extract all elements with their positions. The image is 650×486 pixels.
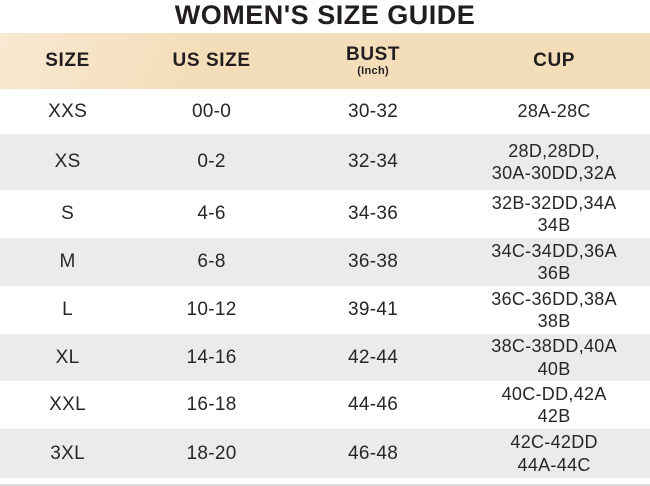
cell-size: L xyxy=(62,299,74,320)
cell-bust: 44-46 xyxy=(348,394,399,415)
page-title: WOMEN'S SIZE GUIDE xyxy=(174,0,476,30)
cell-us-size: 00-0 xyxy=(191,100,232,122)
cell-size: 3XL xyxy=(50,442,85,464)
bottom-divider xyxy=(0,484,650,486)
cell-us-size: 0-2 xyxy=(197,151,226,172)
cell-bust: 32-34 xyxy=(348,151,399,172)
table-row-xl: XL 14-16 42-44 38C-38DD,40A 40B xyxy=(0,334,650,381)
column-header-us-size-label: US SIZE xyxy=(172,50,251,72)
table-row-l: L 10-12 39-41 36C-36DD,38A 38B xyxy=(0,286,650,334)
table-row-xxl: XXL 16-18 44-46 40C-DD,42A 42B xyxy=(0,381,650,429)
cell-us-size: 6-8 xyxy=(197,251,226,272)
column-header-bust-unit: (Inch) xyxy=(357,64,389,77)
cell-size: XS xyxy=(54,151,81,172)
cell-bust: 39-41 xyxy=(348,299,399,320)
cell-us-size: 14-16 xyxy=(186,346,237,368)
table-row-xxs: XXS 00-0 30-32 28A-28C xyxy=(0,89,650,134)
cell-size: XXS xyxy=(48,100,88,122)
cell-cup: 32B-32DD,34A 34B xyxy=(491,192,617,236)
cell-size: XL xyxy=(55,346,80,368)
cell-us-size: 10-12 xyxy=(186,299,237,320)
cell-bust: 46-48 xyxy=(348,442,399,464)
column-header-cup: CUP xyxy=(458,33,650,89)
table-row-m: M 6-8 36-38 34C-34DD,36A 36B xyxy=(0,238,650,286)
size-table: SIZE US SIZE BUST (Inch) CUP XXS 00-0 30… xyxy=(0,33,650,478)
cell-cup: 40C-DD,42A 42B xyxy=(501,383,607,427)
cell-size: S xyxy=(61,203,75,224)
table-row-3xl: 3XL 18-20 46-48 42C-42DD 44A-44C xyxy=(0,429,650,478)
column-header-size-label: SIZE xyxy=(45,50,90,72)
cell-cup: 42C-42DD 44A-44C xyxy=(510,432,598,475)
table-row-xs: XS 0-2 32-34 28D,28DD, 30A-30DD,32A xyxy=(0,134,650,190)
column-header-cup-label: CUP xyxy=(533,50,576,72)
cell-cup: 34C-34DD,36A 36B xyxy=(491,240,617,284)
column-header-size: SIZE xyxy=(0,33,135,89)
cell-size: M xyxy=(59,251,76,272)
table-body: XXS 00-0 30-32 28A-28C XS 0-2 32-34 28D,… xyxy=(0,89,650,478)
cell-cup: 28D,28DD, 30A-30DD,32A xyxy=(491,140,617,184)
column-header-us-size: US SIZE xyxy=(135,33,288,89)
cell-cup: 28A-28C xyxy=(517,101,591,122)
table-header-row: SIZE US SIZE BUST (Inch) CUP xyxy=(0,33,650,89)
cell-cup: 36C-36DD,38A 38B xyxy=(491,288,617,332)
cell-cup: 38C-38DD,40A 40B xyxy=(491,336,617,379)
cell-us-size: 16-18 xyxy=(186,394,237,415)
column-header-bust: BUST (Inch) xyxy=(288,33,458,89)
cell-bust: 42-44 xyxy=(348,346,399,368)
cell-bust: 30-32 xyxy=(348,100,399,122)
table-row-s: S 4-6 34-36 32B-32DD,34A 34B xyxy=(0,190,650,238)
cell-bust: 34-36 xyxy=(348,203,399,224)
cell-us-size: 4-6 xyxy=(197,203,226,224)
column-header-bust-label: BUST xyxy=(346,43,401,65)
cell-size: XXL xyxy=(49,394,86,415)
cell-bust: 36-38 xyxy=(348,251,399,272)
cell-us-size: 18-20 xyxy=(186,442,237,464)
